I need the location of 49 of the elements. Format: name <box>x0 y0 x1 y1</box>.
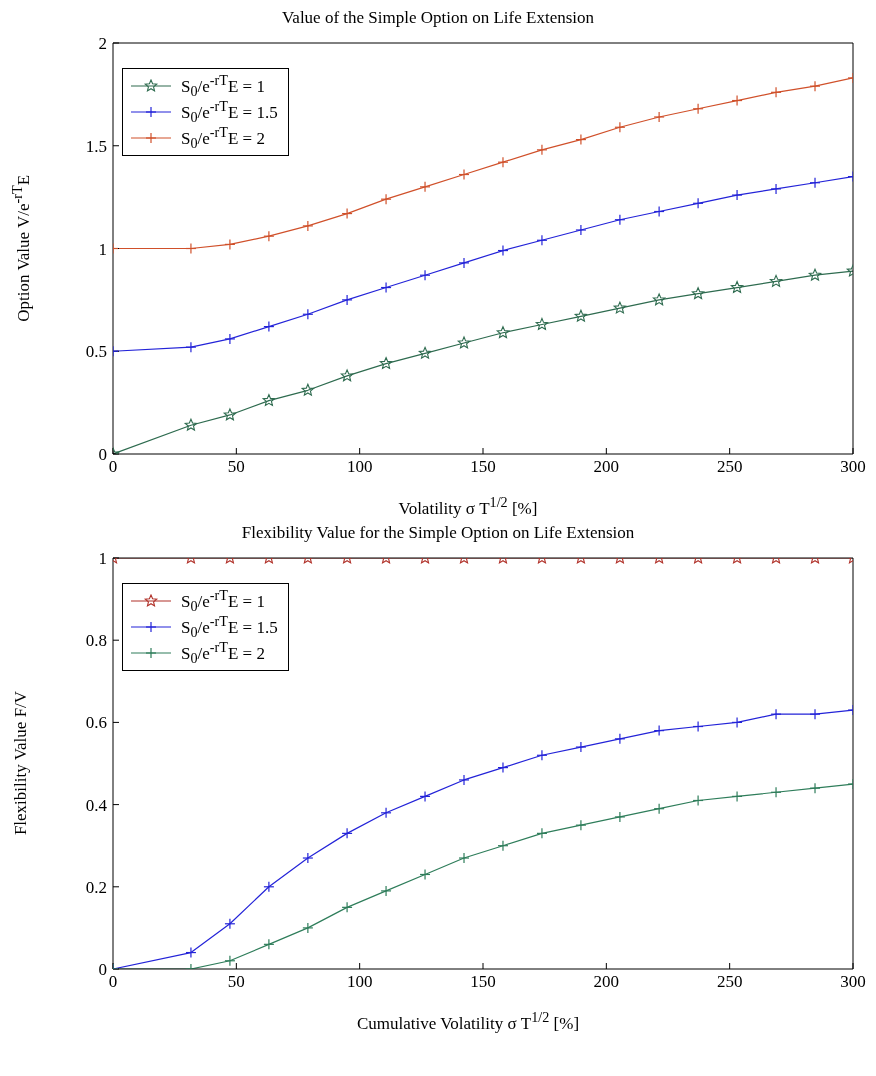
legend-label: S$_{0}$/e$^{-rT}$E = 1.5 <box>181 612 278 640</box>
y-tick-label: 0.8 <box>85 630 107 650</box>
y-tick-label: 1 <box>98 548 107 568</box>
x-tick-label: 300 <box>840 971 866 991</box>
x-tick-label: 50 <box>227 971 245 991</box>
chart-title: Value of the Simple Option on Life Extension <box>280 8 596 29</box>
x-tick-label: 250 <box>716 971 743 991</box>
point <box>769 274 783 287</box>
point <box>379 357 393 369</box>
point <box>730 280 744 293</box>
x-tick-label: 150 <box>470 971 496 991</box>
x-tick-label: 250 <box>716 457 743 477</box>
point <box>262 394 276 406</box>
point <box>808 268 822 281</box>
legend-label: S$_{0}$/e$^{-rT}$E = 1 <box>181 71 265 100</box>
point <box>223 408 237 421</box>
x-tick-label: 100 <box>346 457 373 477</box>
legend-label: S$_{0}$/e$^{-rT}$E = 2 <box>181 638 265 667</box>
point <box>691 287 705 300</box>
y-tick-label: 0.6 <box>85 713 107 733</box>
x-axis-title: Volatility σ T$^{1/2}$ [%] <box>397 494 539 519</box>
legend-label: S$_{0}$/e$^{-rT}$E = 2 <box>181 123 265 153</box>
point <box>418 346 432 359</box>
x-tick-label: 200 <box>593 457 620 477</box>
y-tick-label: 1.5 <box>85 136 107 156</box>
x-tick-label: 100 <box>346 971 373 991</box>
legend-label: S$_{0}$/e$^{-rT}$E = 1 <box>181 586 265 614</box>
x-axis-title: Cumulative Volatility σ T$^{1/2}$ [%] <box>355 1008 581 1034</box>
point <box>457 336 471 349</box>
point <box>340 369 354 382</box>
point <box>652 293 666 306</box>
point <box>574 309 588 322</box>
point <box>301 383 315 396</box>
chart-title: Flexibility Value for the Simple Option on Life Extension <box>240 522 636 544</box>
y-tick-label: 2 <box>98 34 107 54</box>
y-tick-label: 0.5 <box>85 342 107 362</box>
point <box>535 317 549 330</box>
point <box>184 418 198 431</box>
y-tick-label: 1 <box>98 239 107 259</box>
y-tick-label: 0.4 <box>85 795 108 815</box>
point <box>613 301 627 314</box>
legend-label: S$_{0}$/e$^{-rT}$E = 1.5 <box>181 97 278 126</box>
y-axis-title: Flexibility Value F/V <box>11 690 31 835</box>
x-tick-label: 150 <box>470 457 496 477</box>
y-tick-label: 0.2 <box>85 877 107 897</box>
x-tick-label: 50 <box>227 457 245 477</box>
x-tick-label: 300 <box>840 457 866 477</box>
point <box>496 326 510 339</box>
x-tick-label: 200 <box>593 971 620 991</box>
